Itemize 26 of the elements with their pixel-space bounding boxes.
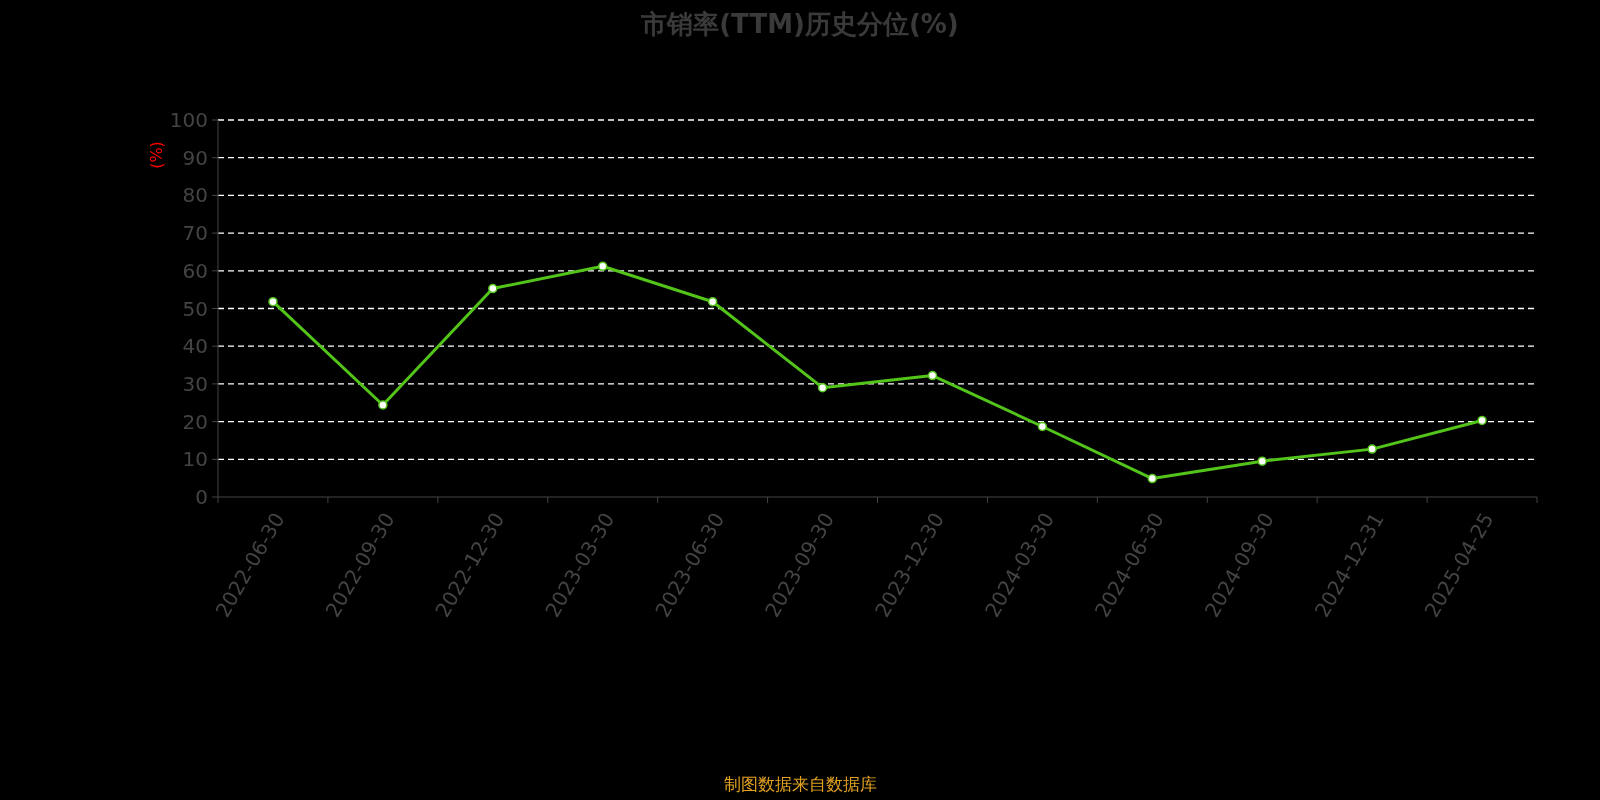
y-tick-label: 10	[182, 447, 208, 472]
point	[1147, 473, 1158, 484]
y-tick-label: 80	[182, 183, 208, 208]
point	[1367, 444, 1377, 454]
y-tick-label: 40	[182, 334, 208, 359]
y-tick-label: 70	[182, 221, 208, 246]
y-tick-label: 50	[182, 296, 208, 321]
point	[378, 400, 388, 410]
y-tick-label: 100	[169, 108, 208, 132]
point	[488, 283, 498, 294]
text: 制图数据来自数据库	[723, 774, 877, 794]
point	[707, 296, 718, 307]
y-axis-title: (%)	[147, 141, 166, 169]
point	[927, 370, 938, 381]
point	[1477, 415, 1487, 426]
y-tick-label: 0	[195, 485, 208, 509]
point	[1037, 421, 1048, 432]
point	[268, 296, 278, 307]
y-tick-label: 60	[182, 258, 208, 283]
point	[597, 261, 608, 272]
y-tick-label: 20	[182, 409, 208, 434]
y-tick-label: 30	[182, 371, 208, 396]
y-tick-label: 90	[182, 145, 208, 170]
point	[817, 382, 828, 393]
point	[1257, 456, 1267, 466]
chart-title: 市销率(TTM)历史分位(%)	[640, 9, 959, 39]
